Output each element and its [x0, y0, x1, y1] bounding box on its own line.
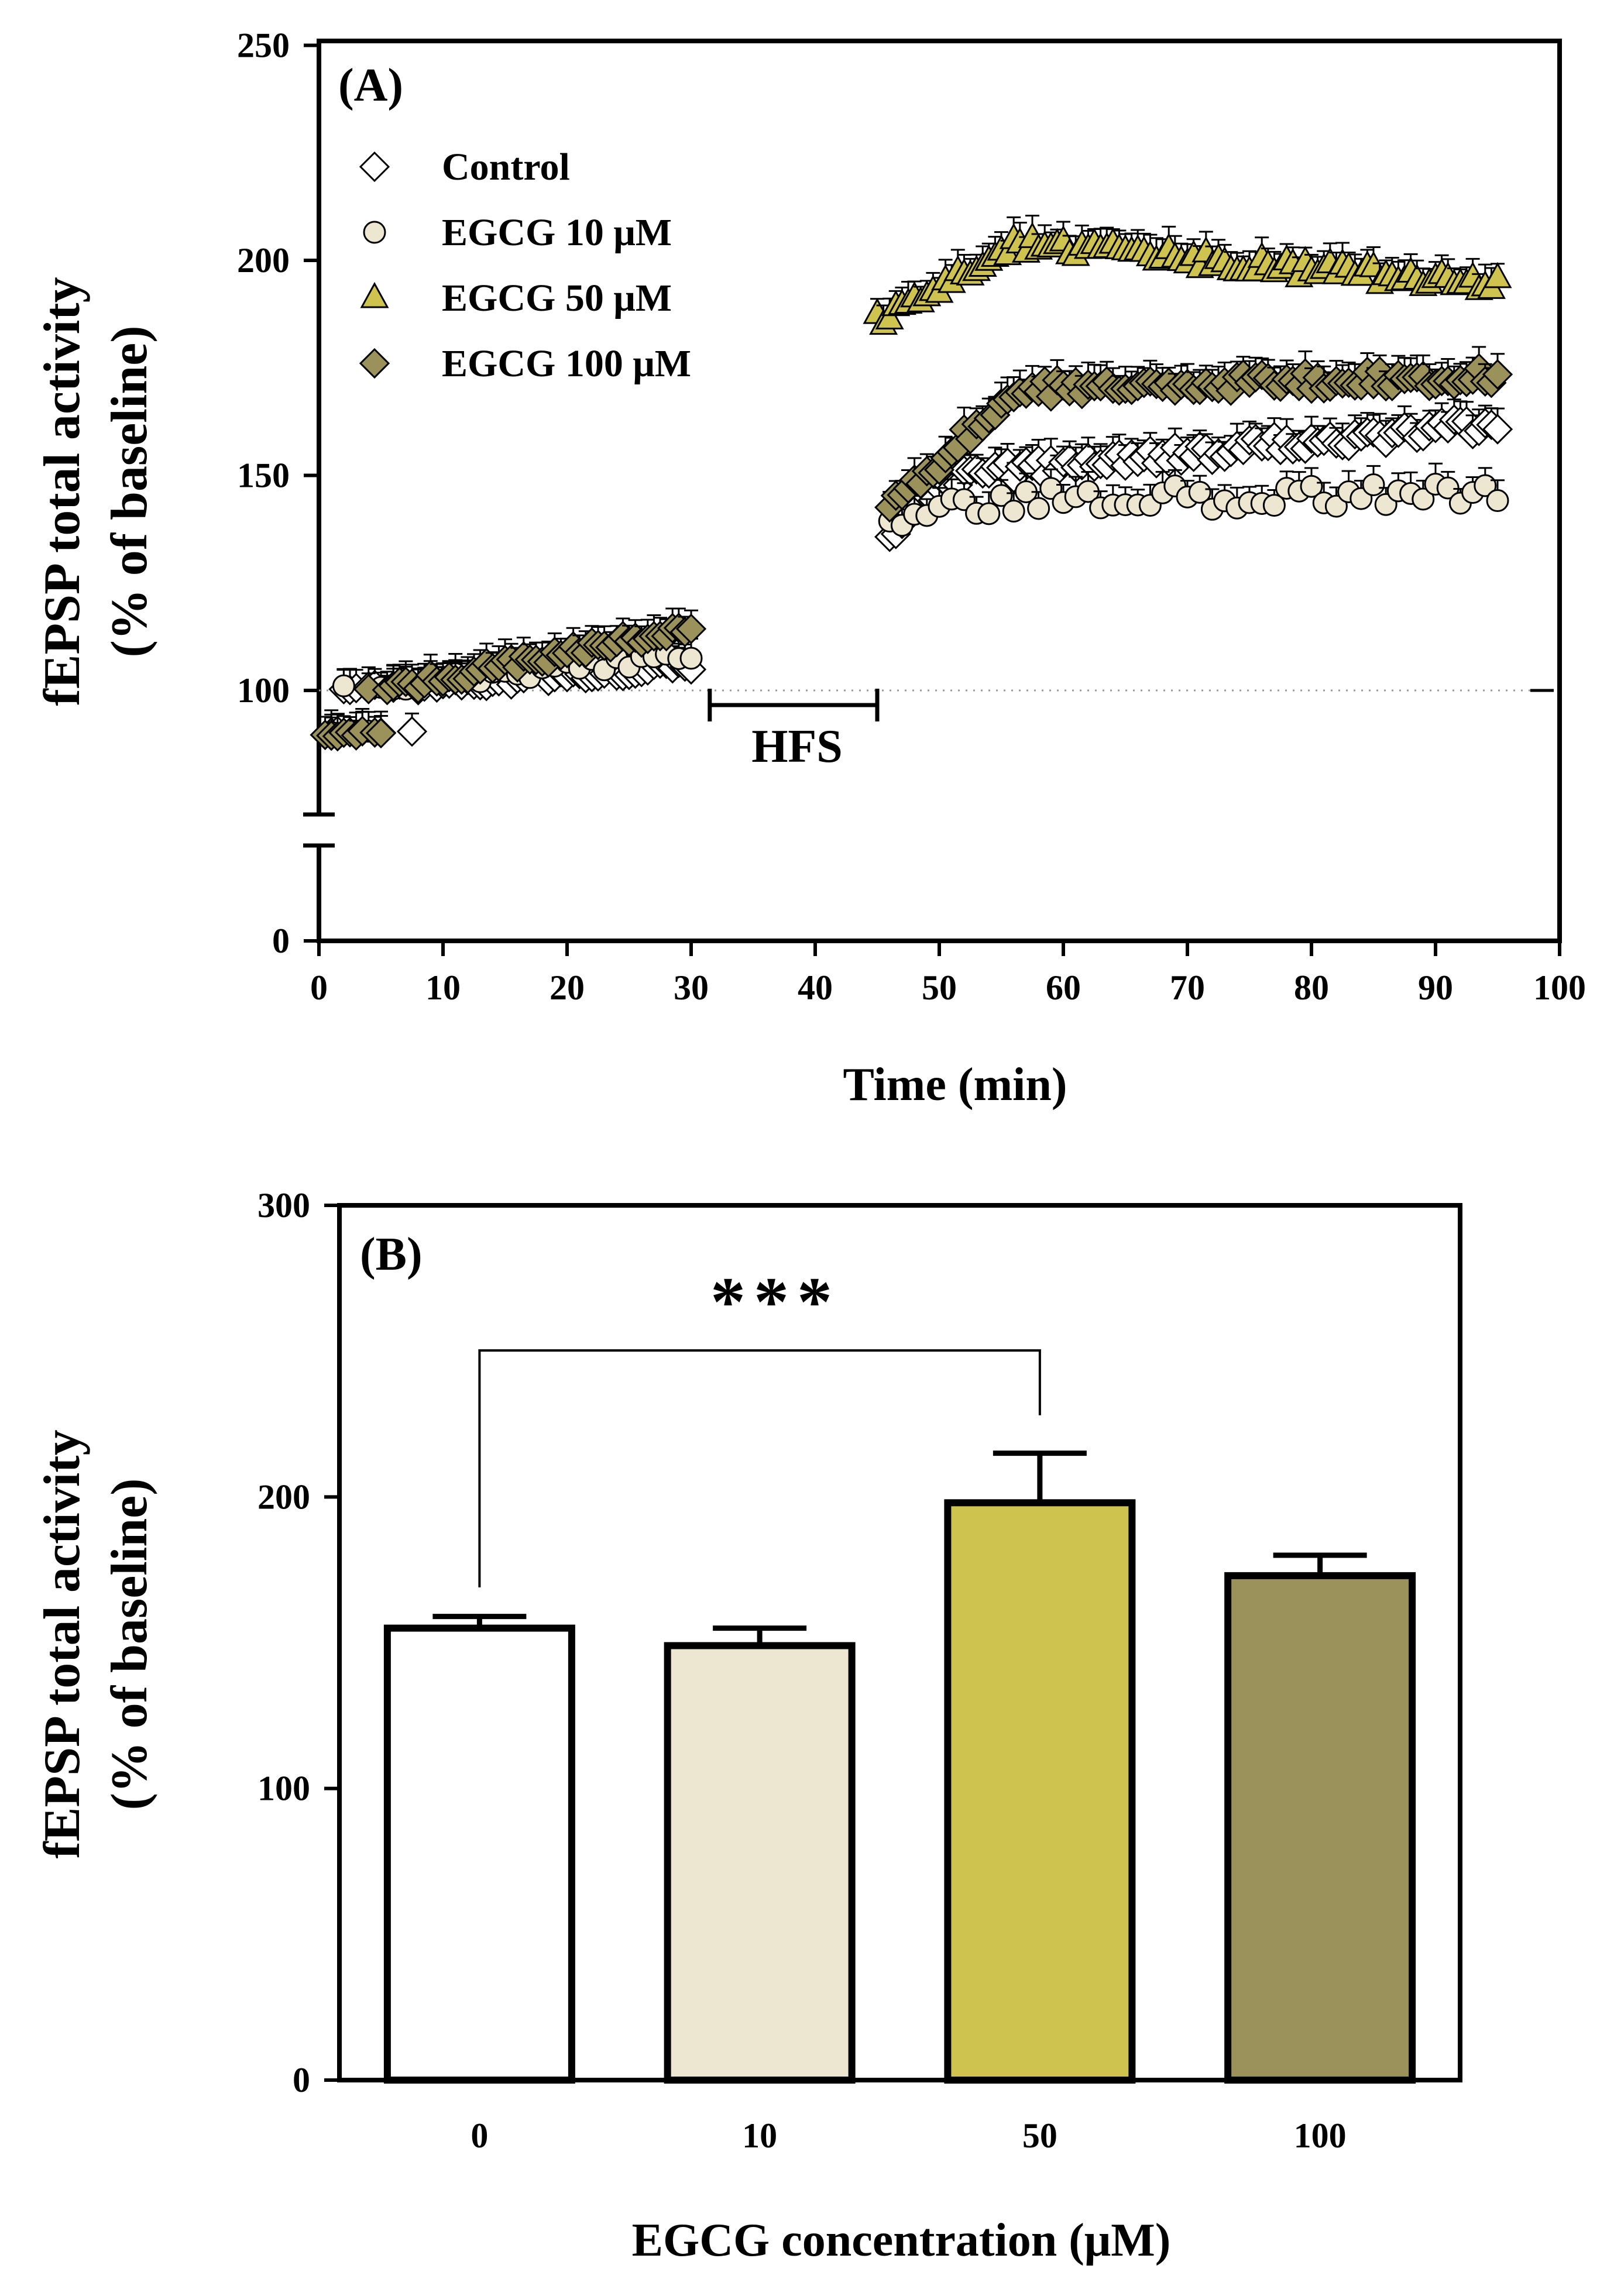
panel-b-y-axis-title-line1: fEPSP total activity [34, 1429, 91, 1858]
legend-label: EGCG 50 μM [442, 277, 672, 319]
legend-symbol [359, 348, 390, 379]
panel-a-ticks: 0 10 20 30 40 50 60 70 80 90 100 0 100 150 200 250 [237, 26, 1586, 1008]
series-1 [320, 462, 1509, 744]
panel-b-y-tick-label: 300 [257, 1186, 310, 1225]
panel-a-y-tick-label: 200 [237, 241, 290, 280]
panel-b-ticks: 0 10 50 100 0 100 200 300 [257, 1186, 1347, 2155]
series-2 [863, 214, 1512, 335]
panel-a-legend: Control EGCG 10 μM EGCG 50 μM EGCG 100 μM [359, 146, 691, 385]
panel-a-label: (A) [338, 60, 403, 111]
bar-0 [383, 1624, 575, 2084]
panel-b-x-axis-title: EGCG concentration (μM) [632, 2215, 1171, 2266]
panel-b-y-tick-label: 0 [293, 2061, 310, 2099]
data-point [1483, 262, 1512, 288]
legend-symbol [360, 281, 389, 308]
data-point [1188, 480, 1211, 504]
hfs-label: HFS [751, 721, 843, 772]
panel-a-x-tick-label: 10 [425, 968, 461, 1007]
data-point [1486, 489, 1509, 513]
data-point [675, 613, 707, 644]
bar-100 [1224, 1572, 1416, 2084]
data-point [1324, 494, 1348, 518]
panel-a-x-tick-label: 100 [1533, 968, 1586, 1007]
legend-label: Control [442, 146, 570, 188]
panel-a-x-tick-label: 20 [550, 968, 585, 1007]
panel-a-x-tick-label: 0 [310, 968, 328, 1007]
data-point [1436, 476, 1460, 500]
panel-b-label: (B) [360, 1229, 423, 1280]
panel-a-x-tick-label: 40 [798, 968, 833, 1007]
data-point [1002, 499, 1025, 523]
data-point [1362, 473, 1385, 496]
panel-b-frame [337, 1203, 1462, 2082]
panel-a-x-tick-label: 30 [674, 968, 709, 1007]
data-point [1027, 497, 1050, 520]
panel-a-y-tick-label: 150 [237, 456, 290, 495]
panel-a-x-tick-label: 50 [922, 968, 957, 1007]
data-point [1482, 414, 1513, 445]
panel-b-x-tick-label: 10 [742, 2116, 777, 2155]
legend-symbol [363, 221, 386, 244]
data-point [679, 647, 703, 670]
significance-line [478, 1349, 1041, 1587]
series-3 [310, 346, 1513, 752]
panel-b-x-tick-label: 50 [1022, 2116, 1057, 2155]
data-point [365, 717, 397, 749]
panel-a-x-tick-label: 80 [1294, 968, 1329, 1007]
panel-a-x-axis-title: Time (min) [843, 1059, 1067, 1111]
data-point [990, 484, 1013, 507]
data-point [1412, 487, 1435, 511]
panel-a-y-tick-label: 0 [272, 922, 290, 960]
significance-bracket: *** [478, 1263, 1041, 1587]
data-point [1262, 494, 1286, 517]
legend-label: EGCG 100 μM [442, 342, 691, 385]
panel-b-y-tick-label: 100 [257, 1769, 310, 1808]
series-0 [316, 398, 1513, 748]
panel-b-bar-chart: 0 10 50 100 0 100 200 300 *** (B) EGCG concentr… [34, 1186, 1462, 2266]
data-point [1482, 359, 1513, 390]
bar-50 [944, 1499, 1136, 2084]
data-point [977, 502, 1001, 525]
data-point [1300, 475, 1323, 498]
panel-b-y-tick-label: 200 [257, 1477, 310, 1516]
panel-a-y-tick-label: 100 [237, 671, 290, 710]
panel-a-series-layer [310, 214, 1513, 752]
legend-label: EGCG 10 μM [442, 211, 672, 254]
significance-stars: *** [710, 1263, 840, 1341]
legend-symbol [359, 151, 390, 183]
data-point [875, 303, 904, 330]
panel-b-y-axis-title-line2: (% of baseline) [101, 1478, 158, 1810]
panel-b-x-tick-label: 0 [471, 2116, 488, 2155]
panel-a-x-tick-label: 90 [1418, 968, 1453, 1007]
panel-a-y-axis-title-line2: (% of baseline) [101, 325, 158, 657]
panel-b-bars [383, 1451, 1416, 2084]
data-point [332, 674, 355, 697]
hfs-marker: HFS [708, 689, 880, 772]
data-point [1474, 474, 1497, 497]
panel-b-x-tick-label: 100 [1294, 2116, 1347, 2155]
bar-10 [664, 1642, 856, 2084]
data-point [396, 716, 428, 747]
panel-a-y-tick-label: 250 [237, 26, 290, 65]
panel-a-x-tick-label: 60 [1046, 968, 1081, 1007]
panel-a-x-tick-label: 70 [1170, 968, 1205, 1007]
panel-a-y-axis-title-line1: fEPSP total activity [34, 277, 91, 706]
